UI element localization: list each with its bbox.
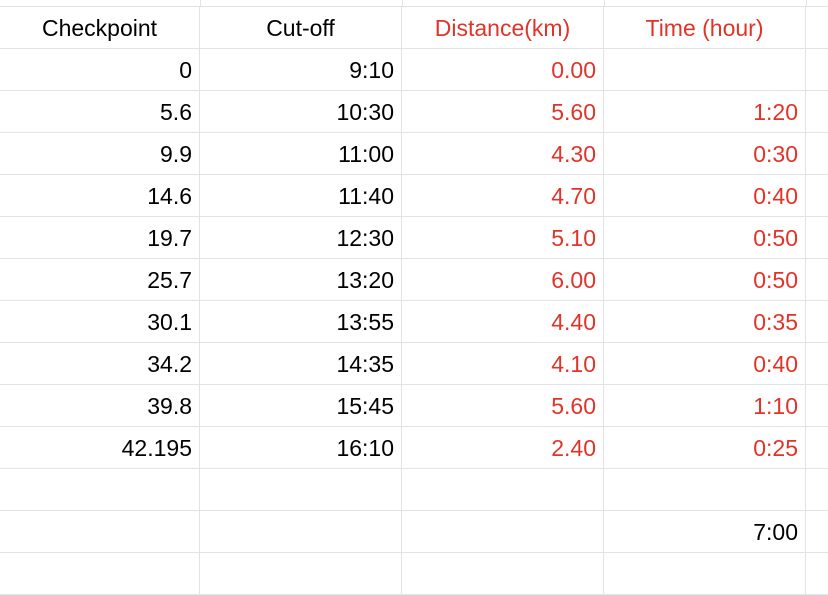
cell-checkpoint[interactable] bbox=[0, 553, 200, 595]
cell-distance[interactable] bbox=[402, 511, 604, 553]
cell-checkpoint[interactable]: 19.7 bbox=[0, 217, 200, 259]
empty-cell[interactable] bbox=[806, 259, 828, 301]
column-divider bbox=[402, 0, 403, 7]
cell-cutoff[interactable] bbox=[200, 469, 402, 511]
column-header-strip bbox=[0, 0, 828, 7]
table-row: 30.1 13:55 4.40 0:35 bbox=[0, 301, 828, 343]
cell-distance[interactable]: 4.30 bbox=[402, 133, 604, 175]
cell-checkpoint[interactable] bbox=[0, 511, 200, 553]
cell-distance[interactable] bbox=[402, 553, 604, 595]
cell-time[interactable]: 1:10 bbox=[604, 385, 806, 427]
table-row: 34.2 14:35 4.10 0:40 bbox=[0, 343, 828, 385]
table-row: 9.9 11:00 4.30 0:30 bbox=[0, 133, 828, 175]
cell-cutoff[interactable]: 11:00 bbox=[200, 133, 402, 175]
empty-cell[interactable] bbox=[806, 427, 828, 469]
empty-cell[interactable] bbox=[806, 91, 828, 133]
cell-cutoff[interactable]: 16:10 bbox=[200, 427, 402, 469]
cell-time[interactable]: 1:20 bbox=[604, 91, 806, 133]
empty-cell[interactable] bbox=[806, 553, 828, 595]
table-row bbox=[0, 469, 828, 511]
cell-checkpoint[interactable]: 30.1 bbox=[0, 301, 200, 343]
table-row: 42.195 16:10 2.40 0:25 bbox=[0, 427, 828, 469]
cell-checkpoint[interactable]: 42.195 bbox=[0, 427, 200, 469]
cell-time[interactable] bbox=[604, 553, 806, 595]
cell-distance[interactable] bbox=[402, 469, 604, 511]
cell-checkpoint[interactable]: 14.6 bbox=[0, 175, 200, 217]
cell-cutoff[interactable]: 10:30 bbox=[200, 91, 402, 133]
cell-distance[interactable]: 6.00 bbox=[402, 259, 604, 301]
table-row: 0 9:10 0.00 bbox=[0, 49, 828, 91]
cell-checkpoint[interactable]: 34.2 bbox=[0, 343, 200, 385]
header-distance[interactable]: Distance(km) bbox=[402, 7, 604, 49]
cell-checkpoint[interactable]: 39.8 bbox=[0, 385, 200, 427]
cell-cutoff[interactable] bbox=[200, 553, 402, 595]
empty-cell[interactable] bbox=[806, 133, 828, 175]
cell-checkpoint[interactable]: 25.7 bbox=[0, 259, 200, 301]
cell-checkpoint[interactable]: 9.9 bbox=[0, 133, 200, 175]
cell-time[interactable]: 0:30 bbox=[604, 133, 806, 175]
empty-cell[interactable] bbox=[806, 175, 828, 217]
cell-distance[interactable]: 5.60 bbox=[402, 91, 604, 133]
cell-cutoff[interactable]: 13:55 bbox=[200, 301, 402, 343]
empty-cell[interactable] bbox=[806, 217, 828, 259]
cell-time[interactable]: 0:35 bbox=[604, 301, 806, 343]
header-time[interactable]: Time (hour) bbox=[604, 7, 806, 49]
cell-time[interactable]: 0:40 bbox=[604, 175, 806, 217]
cell-cutoff[interactable]: 12:30 bbox=[200, 217, 402, 259]
table-row: 19.7 12:30 5.10 0:50 bbox=[0, 217, 828, 259]
empty-cell[interactable] bbox=[806, 343, 828, 385]
cell-time[interactable]: 7:00 bbox=[604, 511, 806, 553]
cell-time[interactable]: 0:25 bbox=[604, 427, 806, 469]
empty-cell[interactable] bbox=[806, 385, 828, 427]
table-row: 5.6 10:30 5.60 1:20 bbox=[0, 91, 828, 133]
column-divider bbox=[200, 0, 201, 7]
empty-cell[interactable] bbox=[806, 469, 828, 511]
cell-cutoff[interactable]: 11:40 bbox=[200, 175, 402, 217]
table-row bbox=[0, 553, 828, 595]
header-row: Checkpoint Cut-off Distance(km) Time (ho… bbox=[0, 0, 828, 49]
table-row: 7:00 bbox=[0, 511, 828, 553]
cell-checkpoint[interactable]: 5.6 bbox=[0, 91, 200, 133]
cell-distance[interactable]: 4.70 bbox=[402, 175, 604, 217]
table-row: 14.6 11:40 4.70 0:40 bbox=[0, 175, 828, 217]
cell-distance[interactable]: 4.10 bbox=[402, 343, 604, 385]
table-row: 25.7 13:20 6.00 0:50 bbox=[0, 259, 828, 301]
header-cutoff[interactable]: Cut-off bbox=[200, 7, 402, 49]
empty-cell[interactable] bbox=[806, 301, 828, 343]
empty-cell[interactable] bbox=[806, 7, 828, 49]
cell-time[interactable] bbox=[604, 469, 806, 511]
cell-cutoff[interactable]: 13:20 bbox=[200, 259, 402, 301]
cell-checkpoint[interactable] bbox=[0, 469, 200, 511]
cell-cutoff[interactable]: 15:45 bbox=[200, 385, 402, 427]
cell-distance[interactable]: 0.00 bbox=[402, 49, 604, 91]
column-divider bbox=[806, 0, 807, 7]
cell-distance[interactable]: 5.60 bbox=[402, 385, 604, 427]
cell-distance[interactable]: 2.40 bbox=[402, 427, 604, 469]
table-row: 39.8 15:45 5.60 1:10 bbox=[0, 385, 828, 427]
column-divider bbox=[604, 0, 605, 7]
cell-cutoff[interactable] bbox=[200, 511, 402, 553]
cell-checkpoint[interactable]: 0 bbox=[0, 49, 200, 91]
cell-distance[interactable]: 5.10 bbox=[402, 217, 604, 259]
empty-cell[interactable] bbox=[806, 511, 828, 553]
cell-cutoff[interactable]: 14:35 bbox=[200, 343, 402, 385]
empty-cell[interactable] bbox=[806, 49, 828, 91]
header-checkpoint[interactable]: Checkpoint bbox=[0, 7, 200, 49]
cell-time[interactable]: 0:40 bbox=[604, 343, 806, 385]
cell-time[interactable]: 0:50 bbox=[604, 217, 806, 259]
cell-time[interactable] bbox=[604, 49, 806, 91]
cell-cutoff[interactable]: 9:10 bbox=[200, 49, 402, 91]
cell-distance[interactable]: 4.40 bbox=[402, 301, 604, 343]
cell-time[interactable]: 0:50 bbox=[604, 259, 806, 301]
